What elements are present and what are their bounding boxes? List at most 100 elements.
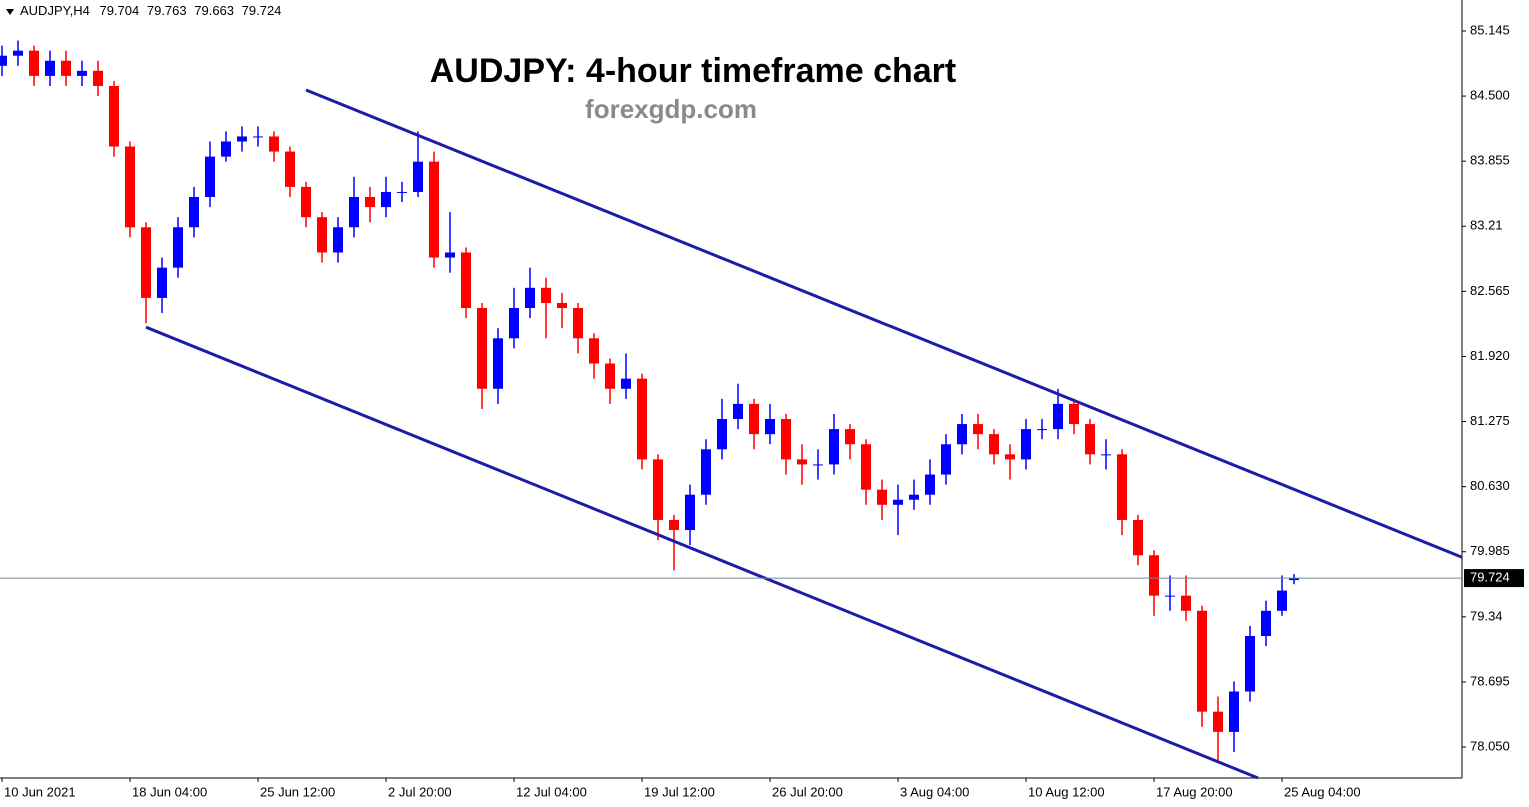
candle-body — [1229, 691, 1239, 732]
candle-body — [781, 419, 791, 460]
candle-body — [1053, 403, 1063, 430]
candle-body — [381, 191, 391, 208]
candle-body — [1261, 610, 1271, 637]
channel-line — [305, 88, 1463, 559]
candle-body — [365, 196, 375, 208]
candle-body — [877, 489, 887, 505]
candle-body — [1101, 454, 1111, 456]
y-tick-label: 79.985 — [1470, 543, 1510, 558]
candle-body — [253, 136, 263, 138]
candle-body — [237, 136, 247, 142]
candle-body — [61, 60, 71, 76]
candle-body — [717, 419, 727, 450]
candle-body — [1133, 519, 1143, 556]
candle-body — [13, 50, 23, 56]
candle-body — [477, 308, 487, 389]
candle-body — [1117, 454, 1127, 520]
x-tick-label: 25 Aug 04:00 — [1284, 784, 1361, 799]
candle-body — [941, 444, 951, 475]
candle-body — [1149, 555, 1159, 596]
x-tick-label: 18 Jun 04:00 — [132, 784, 207, 799]
candle-body — [605, 363, 615, 389]
x-tick-label: 25 Jun 12:00 — [260, 784, 335, 799]
last-high: 79.763 — [147, 3, 187, 18]
candle-body — [109, 85, 119, 147]
candle-body — [301, 186, 311, 218]
x-tick-label: 26 Jul 20:00 — [772, 784, 843, 799]
y-tick-label: 81.275 — [1470, 413, 1510, 428]
candle-body — [1289, 578, 1299, 581]
y-tick-label: 81.920 — [1470, 348, 1510, 363]
candle-body — [1165, 595, 1175, 597]
candle-body — [1085, 424, 1095, 455]
candle-body — [989, 434, 999, 455]
candle-body — [829, 429, 839, 465]
y-tick-label: 79.34 — [1470, 608, 1503, 623]
y-tick-label: 80.630 — [1470, 478, 1510, 493]
candle-body — [685, 494, 695, 531]
x-tick-label: 17 Aug 20:00 — [1156, 784, 1233, 799]
candle-body — [1037, 429, 1047, 431]
candle-body — [141, 227, 151, 298]
candle-body — [573, 308, 583, 339]
x-tick-label: 10 Jun 2021 — [4, 784, 76, 799]
candle-body — [45, 60, 55, 76]
candle-body — [845, 429, 855, 445]
candle-body — [701, 449, 711, 495]
candle-body — [1181, 595, 1191, 611]
x-tick-label: 3 Aug 04:00 — [900, 784, 969, 799]
candle-body — [957, 424, 967, 445]
candle-body — [269, 136, 279, 152]
candle-body — [189, 196, 199, 228]
y-tick-label: 78.695 — [1470, 673, 1510, 688]
candle-body — [909, 494, 919, 500]
chart-title: AUDJPY: 4-hour timeframe chart — [430, 52, 957, 90]
channel-line — [145, 325, 1259, 780]
candle-body — [0, 55, 7, 66]
last-low: 79.663 — [194, 3, 234, 18]
candle-body — [733, 403, 743, 420]
candle-body — [861, 444, 871, 490]
y-tick-label: 85.145 — [1470, 22, 1510, 37]
candle-body — [1005, 454, 1015, 460]
candle-body — [1245, 636, 1255, 692]
candle-body — [429, 161, 439, 258]
candle-body — [77, 70, 87, 76]
candle-body — [413, 161, 423, 192]
candle-body — [749, 403, 759, 435]
candle-body — [461, 252, 471, 309]
current-price-box — [1464, 569, 1524, 588]
chart-subtitle: forexgdp.com — [585, 94, 757, 124]
candle-body — [285, 151, 295, 187]
candle-body — [653, 459, 663, 520]
candle-body — [765, 419, 775, 435]
candle-body — [925, 474, 935, 495]
candle-body — [349, 196, 359, 228]
x-tick-label: 2 Jul 20:00 — [388, 784, 452, 799]
candle-body — [813, 464, 823, 466]
candle-body — [509, 308, 519, 339]
candle-body — [557, 302, 567, 309]
last-open: 79.704 — [99, 3, 139, 18]
candle-body — [1069, 403, 1079, 425]
candle-body — [93, 70, 103, 86]
candle-body — [333, 227, 343, 253]
candle-body — [541, 287, 551, 303]
candle-body — [1277, 590, 1287, 611]
candle-body — [973, 424, 983, 435]
candle-body — [797, 459, 807, 465]
y-tick-label: 83.21 — [1470, 218, 1503, 233]
y-tick-label: 78.050 — [1470, 738, 1510, 753]
last-close: 79.724 — [242, 3, 282, 18]
symbol-menu-icon[interactable] — [6, 9, 14, 15]
candle-body — [205, 156, 215, 197]
candle-body — [669, 519, 679, 531]
candle-body — [125, 146, 135, 228]
symbol: AUDJPY,H4 — [20, 3, 90, 18]
y-tick-label: 82.565 — [1470, 283, 1510, 298]
x-tick-label: 19 Jul 12:00 — [644, 784, 715, 799]
candle-body — [221, 141, 231, 157]
candle-body — [1197, 610, 1207, 712]
